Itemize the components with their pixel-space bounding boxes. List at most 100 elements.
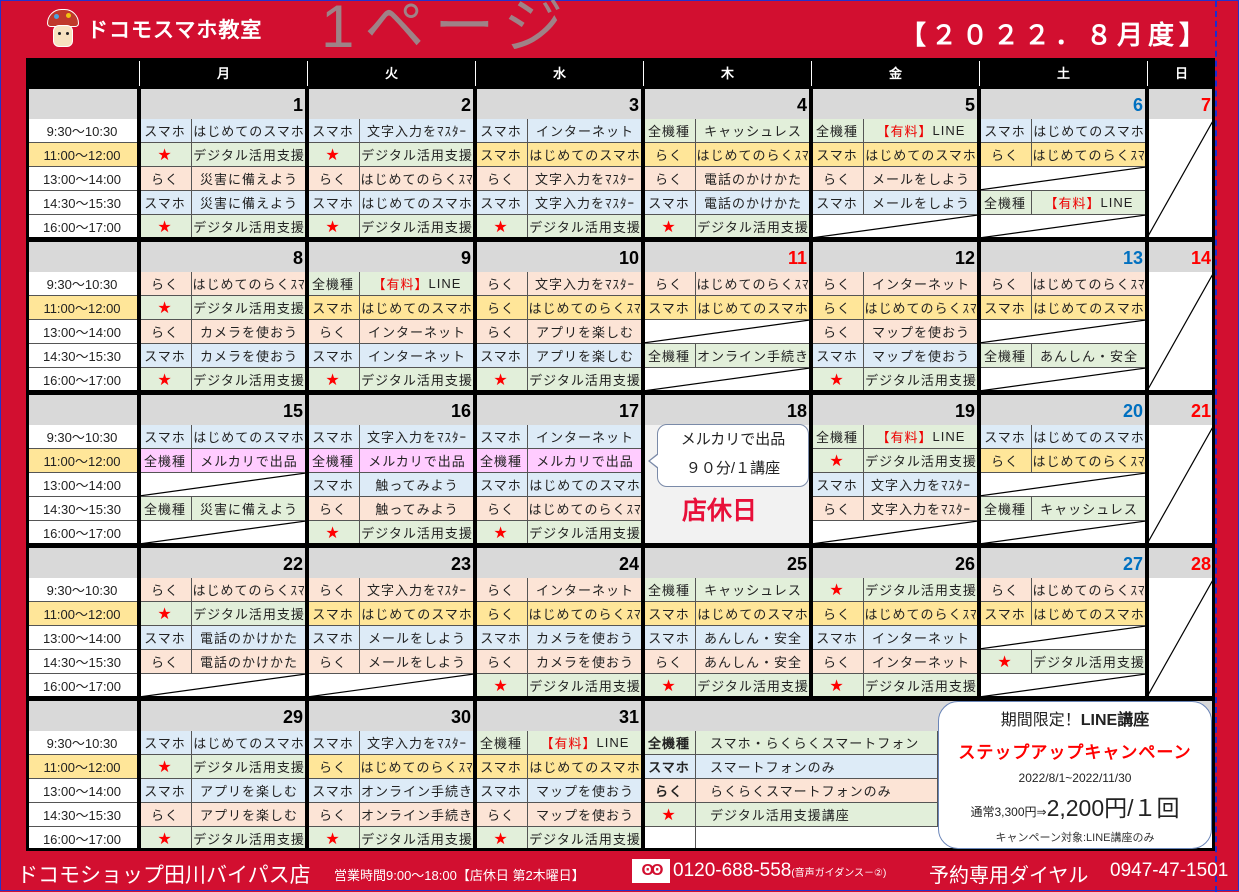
- course-title[interactable]: デジタル活用支援: [528, 521, 643, 545]
- course-title[interactable]: 災害に備えよう: [192, 191, 307, 215]
- course-title[interactable]: デジタル活用支援: [864, 674, 979, 698]
- course-title[interactable]: デジタル活用支援: [864, 449, 979, 473]
- course-title[interactable]: デジタル活用支援: [696, 215, 811, 239]
- course-title[interactable]: はじめてのらくｽﾏ: [1032, 272, 1147, 296]
- course-title[interactable]: カメラを使おう: [528, 626, 643, 650]
- course-title[interactable]: オンライン手続き: [360, 803, 475, 827]
- course-title[interactable]: インターネット: [864, 626, 979, 650]
- course-title[interactable]: 文字入力をﾏｽﾀｰ: [528, 272, 643, 296]
- course-title[interactable]: メールをしよう: [864, 167, 979, 191]
- course-title[interactable]: はじめてのスマホ: [528, 473, 643, 497]
- course-title[interactable]: はじめてのスマホ: [192, 425, 307, 449]
- course-title[interactable]: インターネット: [528, 578, 643, 602]
- course-title[interactable]: メールをしよう: [360, 650, 475, 674]
- course-title[interactable]: メルカリで出品: [528, 449, 643, 473]
- course-title[interactable]: はじめてのらくｽﾏ: [192, 272, 307, 296]
- freedial-number[interactable]: 0120-688-558(音声ガイダンス－②): [673, 860, 886, 882]
- course-title[interactable]: 【有料】 LINE: [864, 119, 979, 143]
- course-title[interactable]: インターネット: [528, 119, 643, 143]
- course-title[interactable]: デジタル活用支援: [360, 827, 475, 851]
- course-title[interactable]: 文字入力をﾏｽﾀｰ: [360, 731, 475, 755]
- course-title[interactable]: キャッシュレス: [696, 119, 811, 143]
- course-title[interactable]: 電話のかけかた: [696, 167, 811, 191]
- course-title[interactable]: カメラを使おう: [192, 344, 307, 368]
- course-title[interactable]: はじめてのスマホ: [528, 143, 643, 167]
- course-title[interactable]: 電話のかけかた: [192, 626, 307, 650]
- course-title[interactable]: オンライン手続き: [696, 344, 811, 368]
- course-title[interactable]: メールをしよう: [360, 626, 475, 650]
- course-title[interactable]: はじめてのスマホ: [1032, 425, 1147, 449]
- course-title[interactable]: デジタル活用支援: [528, 368, 643, 392]
- course-title[interactable]: デジタル活用支援: [192, 602, 307, 626]
- course-title[interactable]: インターネット: [864, 272, 979, 296]
- course-title[interactable]: 触ってみよう: [360, 497, 475, 521]
- course-title[interactable]: はじめてのスマホ: [1032, 296, 1147, 320]
- course-title[interactable]: あんしん・安全: [696, 650, 811, 674]
- course-title[interactable]: はじめてのらくｽﾏ: [360, 755, 475, 779]
- tel-number[interactable]: 0120-688-558: [673, 860, 792, 881]
- course-title[interactable]: デジタル活用支援: [864, 578, 979, 602]
- course-title[interactable]: はじめてのらくｽﾏ: [528, 602, 643, 626]
- course-title[interactable]: カメラを使おう: [192, 320, 307, 344]
- course-title[interactable]: デジタル活用支援: [528, 827, 643, 851]
- course-title[interactable]: 【有料】 LINE: [1032, 191, 1147, 215]
- course-title[interactable]: はじめてのらくｽﾏ: [1032, 449, 1147, 473]
- course-title[interactable]: はじめてのスマホ: [360, 602, 475, 626]
- course-title[interactable]: 文字入力をﾏｽﾀｰ: [864, 473, 979, 497]
- course-title[interactable]: はじめてのらくｽﾏ: [1032, 143, 1147, 167]
- course-title[interactable]: アプリを楽しむ: [192, 803, 307, 827]
- course-title[interactable]: キャッシュレス: [696, 578, 811, 602]
- course-title[interactable]: はじめてのスマホ: [192, 119, 307, 143]
- course-title[interactable]: はじめてのスマホ: [360, 191, 475, 215]
- reservation-number[interactable]: 0947-47-1501: [1110, 860, 1229, 881]
- course-title[interactable]: メールをしよう: [864, 191, 979, 215]
- course-title[interactable]: 文字入力をﾏｽﾀｰ: [528, 167, 643, 191]
- course-title[interactable]: インターネット: [528, 425, 643, 449]
- course-title[interactable]: 文字入力をﾏｽﾀｰ: [528, 191, 643, 215]
- course-title[interactable]: はじめてのらくｽﾏ: [696, 143, 811, 167]
- course-title[interactable]: デジタル活用支援: [192, 827, 307, 851]
- course-title[interactable]: はじめてのらくｽﾏ: [864, 296, 979, 320]
- course-title[interactable]: あんしん・安全: [1032, 344, 1147, 368]
- course-title[interactable]: アプリを楽しむ: [192, 779, 307, 803]
- course-title[interactable]: はじめてのらくｽﾏ: [360, 167, 475, 191]
- course-title[interactable]: はじめてのスマホ: [1032, 602, 1147, 626]
- course-title[interactable]: インターネット: [360, 344, 475, 368]
- course-title[interactable]: デジタル活用支援: [360, 368, 475, 392]
- course-title[interactable]: マップを使おう: [864, 320, 979, 344]
- course-title[interactable]: はじめてのらくｽﾏ: [696, 272, 811, 296]
- course-title[interactable]: 文字入力をﾏｽﾀｰ: [864, 497, 979, 521]
- course-title[interactable]: デジタル活用支援: [360, 521, 475, 545]
- course-title[interactable]: 【有料】 LINE: [360, 272, 475, 296]
- course-title[interactable]: インターネット: [864, 650, 979, 674]
- course-title[interactable]: デジタル活用支援: [192, 215, 307, 239]
- course-title[interactable]: デジタル活用支援: [192, 296, 307, 320]
- course-title[interactable]: はじめてのスマホ: [696, 602, 811, 626]
- course-title[interactable]: デジタル活用支援: [528, 215, 643, 239]
- course-title[interactable]: はじめてのらくｽﾏ: [1032, 578, 1147, 602]
- course-title[interactable]: 災害に備えよう: [192, 497, 307, 521]
- course-title[interactable]: デジタル活用支援: [864, 368, 979, 392]
- course-title[interactable]: 文字入力をﾏｽﾀｰ: [360, 425, 475, 449]
- course-title[interactable]: デジタル活用支援: [528, 674, 643, 698]
- course-title[interactable]: 【有料】 LINE: [864, 425, 979, 449]
- course-title[interactable]: デジタル活用支援: [192, 143, 307, 167]
- course-title[interactable]: メルカリで出品: [192, 449, 307, 473]
- course-title[interactable]: マップを使おう: [864, 344, 979, 368]
- course-title[interactable]: マップを使おう: [528, 779, 643, 803]
- course-title[interactable]: デジタル活用支援: [360, 215, 475, 239]
- course-title[interactable]: デジタル活用支援: [360, 143, 475, 167]
- course-title[interactable]: はじめてのらくｽﾏ: [864, 602, 979, 626]
- course-title[interactable]: 電話のかけかた: [192, 650, 307, 674]
- course-title[interactable]: はじめてのらくｽﾏ: [528, 497, 643, 521]
- course-title[interactable]: 文字入力をﾏｽﾀｰ: [360, 119, 475, 143]
- course-title[interactable]: 文字入力をﾏｽﾀｰ: [360, 578, 475, 602]
- course-title[interactable]: あんしん・安全: [696, 626, 811, 650]
- course-title[interactable]: 災害に備えよう: [192, 167, 307, 191]
- course-title[interactable]: はじめてのスマホ: [528, 755, 643, 779]
- course-title[interactable]: デジタル活用支援: [696, 674, 811, 698]
- course-title[interactable]: メルカリで出品: [360, 449, 475, 473]
- course-title[interactable]: はじめてのスマホ: [1032, 119, 1147, 143]
- course-title[interactable]: デジタル活用支援: [192, 368, 307, 392]
- course-title[interactable]: はじめてのらくｽﾏ: [192, 578, 307, 602]
